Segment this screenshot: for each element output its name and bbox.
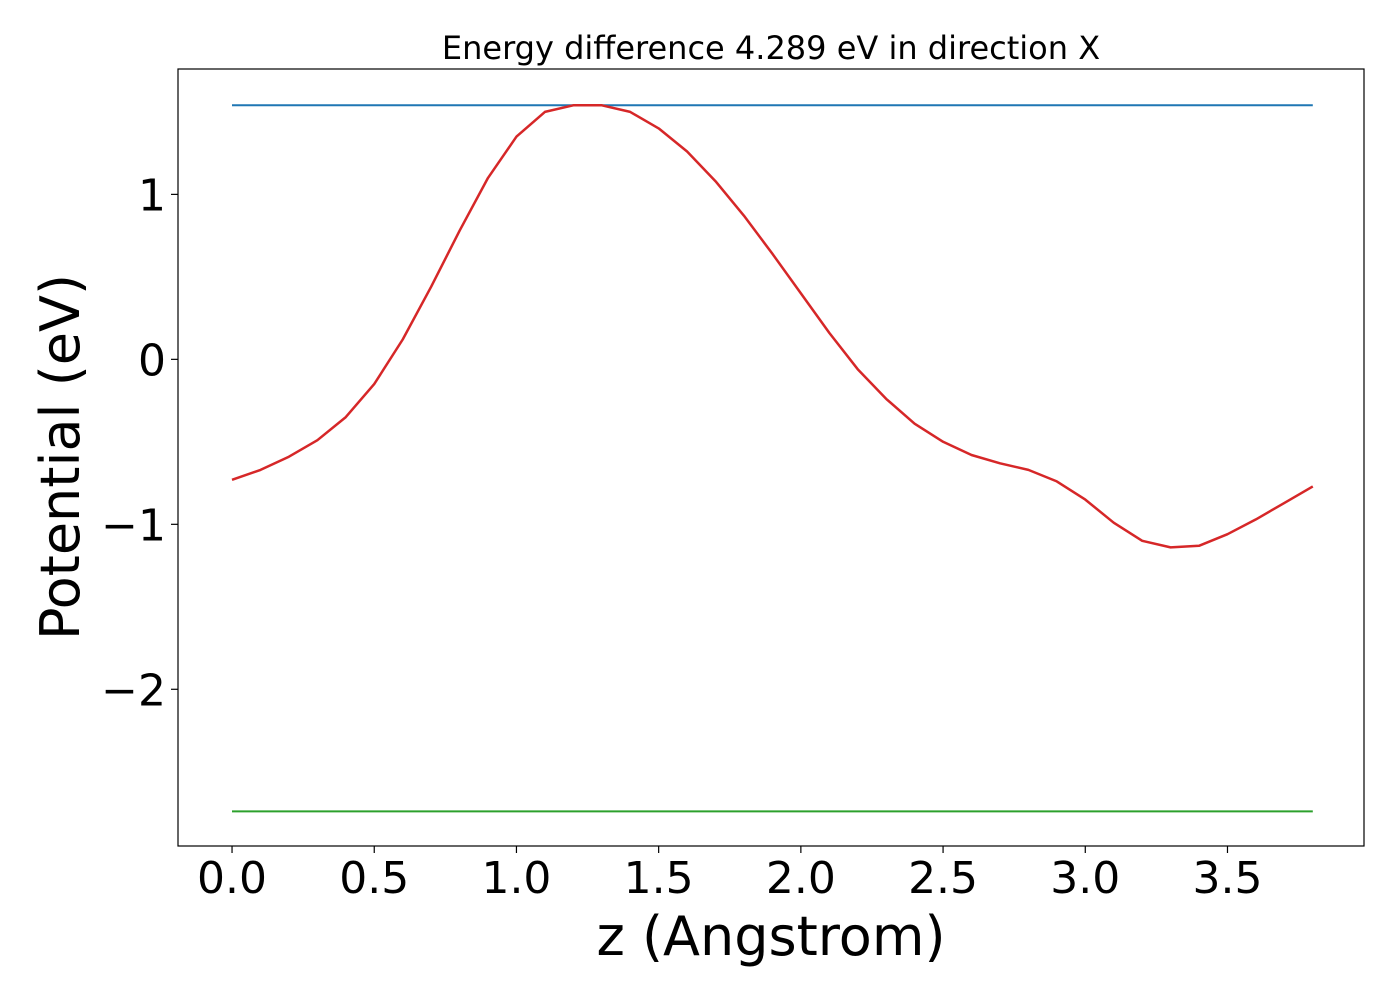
chart-title: Energy difference 4.289 eV in direction … [442, 29, 1100, 67]
plot-frame [177, 68, 1365, 847]
y-tick-label: 0 [138, 335, 166, 386]
x-tick-label: 3.0 [1050, 853, 1120, 904]
y-axis-label: Potential (eV) [29, 274, 92, 640]
x-tick-label: 1.0 [481, 853, 551, 904]
plot-lines [231, 104, 1314, 813]
x-tick-label: 0.5 [339, 853, 409, 904]
y-tick-label: −1 [101, 500, 166, 551]
x-tick-label: 0.0 [197, 853, 267, 904]
y-tick-label: −2 [101, 665, 166, 716]
y-tick-label: 1 [138, 170, 166, 221]
potential-curve [231, 104, 1314, 549]
y-axis-ticks: −2 −1 0 1 [101, 170, 178, 716]
x-tick-label: 3.5 [1192, 853, 1262, 904]
x-axis-label: z (Angstrom) [596, 905, 945, 968]
x-tick-label: 2.0 [766, 853, 836, 904]
x-tick-label: 1.5 [624, 853, 694, 904]
x-axis-ticks: 0.0 0.5 1.0 1.5 2.0 2.5 3.0 3.5 [197, 846, 1262, 904]
x-tick-label: 2.5 [908, 853, 978, 904]
